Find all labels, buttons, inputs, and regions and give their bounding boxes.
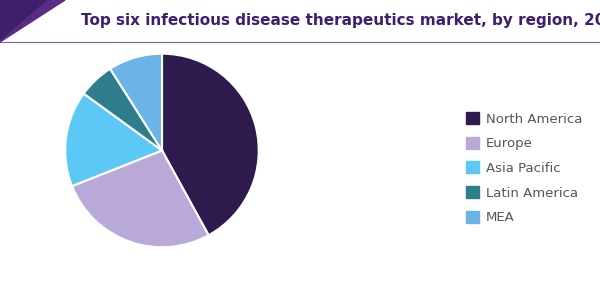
Wedge shape (84, 69, 162, 150)
Wedge shape (162, 54, 259, 235)
Wedge shape (65, 94, 162, 186)
Polygon shape (0, 0, 65, 30)
Legend: North America, Europe, Asia Pacific, Latin America, MEA: North America, Europe, Asia Pacific, Lat… (461, 107, 587, 230)
Wedge shape (110, 54, 162, 150)
Wedge shape (72, 150, 209, 247)
Polygon shape (0, 0, 65, 42)
Polygon shape (0, 0, 48, 42)
Text: Top six infectious disease therapeutics market, by region, 2016 (%): Top six infectious disease therapeutics … (81, 13, 600, 28)
